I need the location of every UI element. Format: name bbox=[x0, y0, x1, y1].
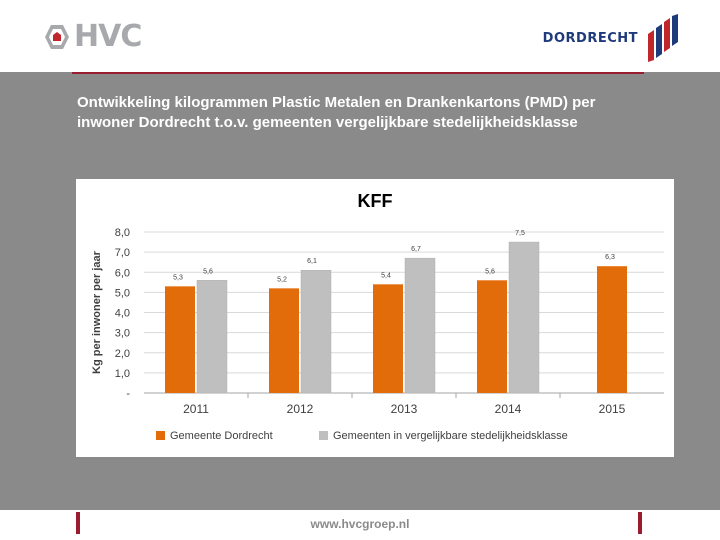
data-label-comparable: 7,5 bbox=[515, 230, 525, 237]
y-tick-label: 8,0 bbox=[115, 227, 130, 239]
y-axis-label: Kg per inwoner per jaar bbox=[91, 250, 103, 374]
chart: KFF - 1,0 2,0 3,0 4,0 5,0 6,0 7,0 8,0 Kg per inwon… bbox=[91, 191, 664, 442]
x-tick-label: 2014 bbox=[495, 402, 522, 416]
dordrecht-emblem-icon bbox=[648, 14, 678, 62]
data-label-dordrecht: 5,3 bbox=[173, 274, 183, 281]
hvc-hexagon-icon bbox=[45, 25, 69, 49]
y-tick-label: 3,0 bbox=[115, 328, 130, 340]
footer bbox=[0, 510, 720, 540]
y-tick-label: 6,0 bbox=[115, 267, 130, 279]
x-tick-label: 2015 bbox=[599, 402, 626, 416]
chart-title: KFF bbox=[358, 191, 393, 211]
bar-comparable bbox=[508, 241, 540, 394]
hvc-logo[interactable]: HVC bbox=[44, 19, 142, 54]
bar-dordrecht bbox=[269, 288, 299, 393]
y-tick-label: 7,0 bbox=[115, 247, 130, 259]
hvc-logo-text: HVC bbox=[74, 19, 142, 54]
header: HVC DORDRECHT bbox=[0, 0, 720, 72]
data-label-dordrecht: 5,6 bbox=[485, 268, 495, 275]
legend-label-comparable: Gemeenten in vergelijkbare stedelijkheid… bbox=[333, 430, 568, 442]
data-label-comparable: 6,7 bbox=[411, 246, 421, 253]
data-label-comparable: 5,6 bbox=[203, 268, 213, 275]
footer-left-mark bbox=[76, 512, 80, 534]
data-label-dordrecht: 5,2 bbox=[277, 276, 287, 283]
header-divider bbox=[72, 72, 644, 74]
legend-label-dordrecht: Gemeente Dordrecht bbox=[170, 430, 273, 442]
data-label-dordrecht: 5,4 bbox=[381, 272, 391, 279]
data-label-comparable: 6,1 bbox=[307, 258, 317, 265]
bar-comparable bbox=[196, 280, 228, 394]
chart-container: KFF - 1,0 2,0 3,0 4,0 5,0 6,0 7,0 8,0 Kg per inwon… bbox=[76, 179, 674, 457]
y-tick-label: 4,0 bbox=[115, 308, 130, 320]
data-label-dordrecht: 6,3 bbox=[605, 254, 615, 261]
x-tick-label: 2011 bbox=[183, 402, 209, 416]
legend-swatch-dordrecht bbox=[156, 431, 165, 440]
bar-comparable bbox=[300, 269, 332, 394]
bar-comparable bbox=[404, 257, 436, 394]
y-tick-label: - bbox=[126, 388, 130, 400]
y-tick-label: 5,0 bbox=[115, 287, 130, 299]
y-tick-label: 1,0 bbox=[115, 368, 130, 380]
footer-url[interactable]: www.hvcgroep.nl bbox=[310, 517, 410, 531]
y-tick-label: 2,0 bbox=[115, 348, 130, 360]
bar-dordrecht bbox=[165, 286, 195, 393]
bar-dordrecht bbox=[477, 280, 507, 393]
x-tick-label: 2012 bbox=[287, 402, 314, 416]
dordrecht-logo[interactable]: DORDRECHT bbox=[543, 14, 680, 62]
bar-dordrecht bbox=[373, 284, 403, 393]
bar-dordrecht bbox=[597, 266, 627, 393]
slide-title: Ontwikkeling kilogrammen Plastic Metalen… bbox=[77, 94, 596, 131]
dordrecht-logo-text: DORDRECHT bbox=[542, 30, 638, 46]
x-tick-label: 2013 bbox=[391, 402, 418, 416]
footer-right-mark bbox=[638, 512, 642, 534]
legend-swatch-comparable bbox=[319, 431, 328, 440]
